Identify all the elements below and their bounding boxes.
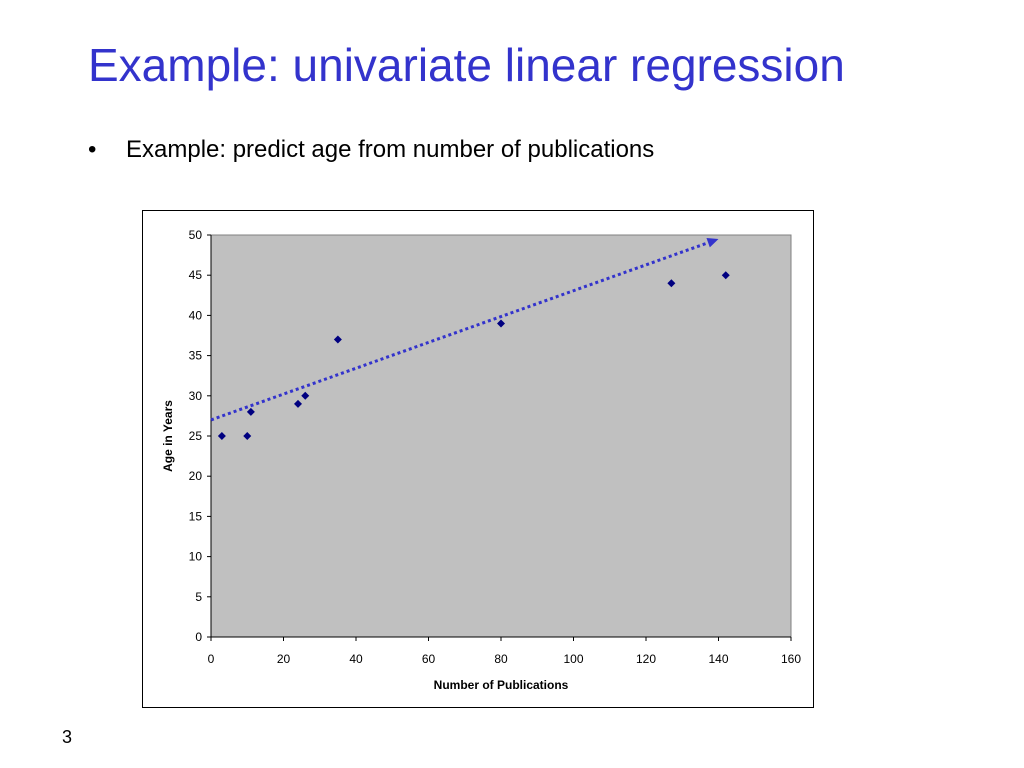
y-tick-label: 40 [189,308,203,322]
x-tick-label: 60 [422,652,436,666]
y-tick-label: 25 [189,429,203,443]
bullet-item: • Example: predict age from number of pub… [88,136,654,164]
bullet-symbol: • [88,136,97,163]
x-tick-label: 100 [563,652,583,666]
x-tick-label: 120 [636,652,656,666]
x-tick-label: 40 [349,652,363,666]
y-axis-label: Age in Years [161,400,175,472]
trendline [210,241,709,422]
data-point [294,399,302,408]
x-tick-label: 160 [781,652,801,666]
data-point [497,319,505,328]
y-tick-label: 5 [195,590,202,604]
data-point [243,432,252,440]
data-point [721,271,730,280]
y-tick-label: 50 [189,228,203,242]
x-axis-ticks: 0 20 40 60 80 100 120 140 160 [208,637,801,666]
data-point [246,407,255,416]
page-number: 3 [62,727,73,747]
chart-frame: 0 5 10 15 20 25 30 35 40 45 50 0 20 40 60 80 100 120 140 1… [142,210,814,708]
trendline-arrowhead [706,238,719,248]
data-point [333,335,342,344]
y-tick-label: 15 [189,509,203,523]
data-point [217,432,226,440]
plot-area [210,234,792,638]
y-axis-ticks: 0 5 10 15 20 25 30 35 40 45 50 [189,228,211,644]
y-tick-label: 10 [189,550,203,564]
x-axis-label: Number of Publications [434,678,569,692]
trendline-group [210,238,719,422]
slide-title: Example: univariate linear regression [88,39,845,91]
x-tick-label: 80 [494,652,508,666]
data-points [217,271,730,440]
x-tick-label: 0 [208,652,215,666]
y-tick-label: 35 [189,349,203,363]
scatter-chart: 0 5 10 15 20 25 30 35 40 45 50 0 20 40 60 80 100 120 140 1… [161,228,801,692]
bullet-text: Example: predict age from number of publ… [126,136,655,163]
y-tick-label: 45 [189,268,203,282]
y-tick-label: 30 [189,389,203,403]
data-point [667,279,676,288]
x-tick-label: 20 [277,652,291,666]
data-point [301,391,310,400]
y-tick-label: 20 [189,469,203,483]
y-tick-label: 0 [195,630,202,644]
x-tick-label: 140 [708,652,728,666]
